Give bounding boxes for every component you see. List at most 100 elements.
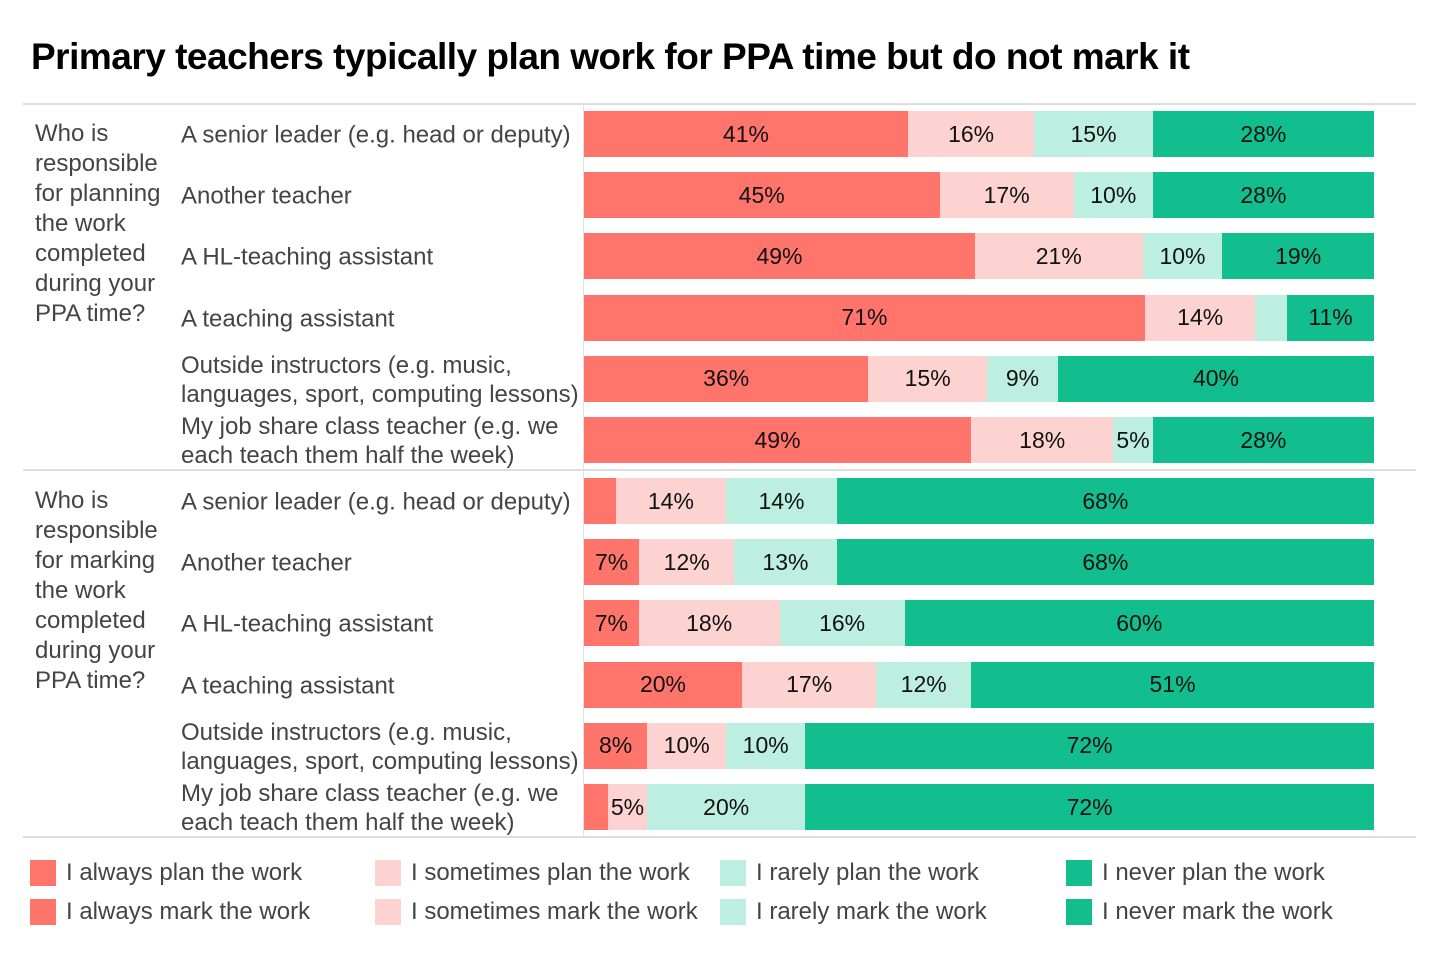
stacked-bar: 7% 18% 16% 60% — [584, 600, 1374, 647]
bar-segment: 20% — [584, 661, 742, 708]
legend-swatch — [30, 860, 56, 886]
legend-label: I sometimes plan the work — [411, 859, 690, 886]
legend-label: I never plan the work — [1102, 859, 1325, 886]
bar-segment: 16% — [907, 111, 1035, 157]
bar-segment: 10% — [1073, 172, 1153, 219]
stacked-bar: 8% 10% 10% 72% — [584, 722, 1374, 769]
bar-segment: 8% — [584, 722, 648, 769]
row-label: Outside instructors (e.g. music, languag… — [181, 351, 579, 408]
bar-segment: 71% — [584, 294, 1145, 341]
bar-segment: 17% — [939, 172, 1074, 219]
bar-segment: 18% — [638, 600, 780, 647]
bar-segment: 49% — [584, 233, 975, 280]
bar-segment: 51% — [971, 661, 1374, 708]
legend-swatch — [30, 899, 56, 925]
stacked-bar: 49% 18% 5% 28% — [584, 417, 1374, 463]
legend-item: I always mark the work — [30, 898, 310, 926]
legend-swatch — [375, 899, 401, 925]
legend-label: I rarely mark the work — [756, 898, 987, 925]
legend-item: I never plan the work — [1066, 859, 1325, 887]
bar-segment: 11% — [1287, 294, 1374, 341]
bar-segment: 28% — [1152, 172, 1374, 219]
legend-swatch — [375, 860, 401, 886]
legend-swatch — [1066, 899, 1092, 925]
legend-label: I always plan the work — [66, 859, 303, 886]
bar-segment: 20% — [647, 784, 806, 830]
legend-swatch — [1066, 860, 1092, 886]
legend-item: I sometimes plan the work — [375, 859, 690, 887]
bar-segment — [1255, 294, 1288, 341]
divider-top — [23, 103, 1416, 105]
legend-item: I never mark the work — [1066, 898, 1333, 926]
bar-segment: 5% — [607, 784, 648, 830]
legend-label: I never mark the work — [1102, 898, 1333, 925]
stacked-bar: 20% 17% 12% 51% — [584, 661, 1374, 708]
legend-label: I always mark the work — [66, 898, 311, 925]
bar-segment: 19% — [1222, 233, 1374, 280]
bar-segment: 12% — [639, 539, 735, 586]
bar-segment: 40% — [1057, 355, 1374, 402]
bar-segment: 13% — [734, 539, 837, 586]
row-label: A teaching assistant — [181, 672, 395, 700]
bar-segment: 60% — [904, 600, 1374, 647]
legend-item: I sometimes mark the work — [375, 898, 698, 926]
bar-segment: 14% — [726, 478, 837, 524]
bar-segment: 5% — [1113, 417, 1153, 463]
bar-segment: 49% — [584, 417, 972, 463]
legend-item: I rarely plan the work — [720, 859, 979, 887]
stacked-bar: 45% 17% 10% 28% — [584, 172, 1374, 219]
bar-segment: 7% — [584, 600, 639, 647]
bar-segment: 28% — [1152, 417, 1374, 463]
bar-segment: 14% — [615, 478, 727, 524]
legend-label: I rarely plan the work — [756, 859, 979, 886]
bar-segment: 36% — [584, 355, 869, 402]
row-label: Another teacher — [181, 549, 352, 577]
chart-title: Primary teachers typically plan work for… — [31, 36, 1190, 77]
bar-segment — [584, 478, 616, 524]
bar-segment: 17% — [742, 661, 877, 708]
bar-segment: 10% — [726, 722, 806, 769]
row-label: A HL-teaching assistant — [181, 610, 434, 638]
divider-bottom — [23, 836, 1416, 838]
bar-segment: 15% — [1034, 111, 1153, 157]
bar-segment: 28% — [1152, 111, 1374, 157]
row-label: Another teacher — [181, 182, 352, 210]
group-label: Who is responsible for planning the work… — [35, 120, 161, 327]
bar-segment: 68% — [836, 539, 1374, 586]
legend-item: I rarely mark the work — [720, 898, 987, 926]
bar-segment: 18% — [971, 417, 1114, 463]
stacked-bar: 5% 20% 72% — [584, 784, 1374, 830]
legend-label: I sometimes mark the work — [411, 898, 698, 925]
label-column-divider — [583, 105, 584, 836]
bar-segment: 21% — [975, 233, 1143, 280]
bar-segment: 72% — [805, 784, 1374, 830]
legend-swatch — [720, 899, 746, 925]
row-label: A HL-teaching assistant — [181, 243, 434, 271]
legend-swatch — [720, 860, 746, 886]
row-label: A teaching assistant — [181, 305, 395, 333]
bar-segment: 45% — [584, 172, 940, 219]
bar-segment: 10% — [647, 722, 727, 769]
row-label: A senior leader (e.g. head or deputy) — [181, 488, 571, 516]
bar-segment: 14% — [1144, 294, 1256, 341]
bar-segment: 10% — [1142, 233, 1223, 280]
row-label: A senior leader (e.g. head or deputy) — [181, 121, 571, 149]
row-label: My job share class teacher (e.g. we each… — [181, 413, 559, 469]
bar-segment: 68% — [836, 478, 1374, 524]
bar-segment: 72% — [805, 722, 1374, 769]
stacked-bar: 7% 12% 13% 68% — [584, 539, 1374, 586]
bar-segment: 15% — [868, 355, 987, 402]
stacked-bar: 36% 15% 9% 40% — [584, 355, 1374, 402]
legend-item: I always plan the work — [30, 859, 302, 887]
bar-segment: 9% — [986, 355, 1058, 402]
bar-segment: 7% — [584, 539, 640, 586]
divider-middle — [23, 469, 1416, 471]
row-label: Outside instructors (e.g. music, languag… — [181, 718, 579, 775]
stacked-bar: 49% 21% 10% 19% — [584, 233, 1374, 280]
bar-segment: 12% — [876, 661, 972, 708]
stacked-bar: 14% 14% 68% — [584, 478, 1374, 524]
bar-segment — [584, 784, 608, 830]
group-label: Who is responsible for marking the work … — [35, 487, 158, 694]
stacked-bar: 71% 14% 11% — [584, 294, 1374, 341]
stacked-bar: 41% 16% 15% 28% — [584, 111, 1374, 157]
